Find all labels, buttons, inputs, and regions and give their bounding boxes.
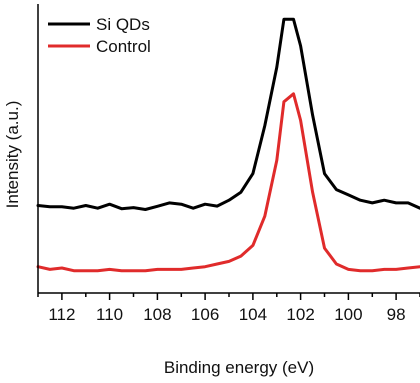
series-layer: [36, 17, 420, 273]
x-axis-title: Binding energy (eV): [164, 358, 314, 377]
legend-label-control: Control: [96, 37, 151, 56]
series-line-si-qds: [36, 17, 420, 211]
x-tick-label: 98: [387, 305, 406, 324]
series-line-control: [36, 92, 420, 273]
y-axis-title: Intensity (a.u.): [3, 101, 22, 209]
axis-layer: 112 110 108 106 104 102 100 98: [37, 4, 420, 324]
x-tick-label: 106: [191, 305, 219, 324]
x-tick-label: 112: [48, 305, 75, 324]
legend-label-si-qds: Si QDs: [96, 15, 150, 34]
x-tick-label: 102: [286, 305, 314, 324]
x-tick-label: 100: [334, 305, 362, 324]
x-tick-label: 108: [143, 305, 171, 324]
x-tick-label: 110: [96, 305, 123, 324]
legend: Si QDs Control: [48, 15, 151, 56]
x-tick-label: 104: [239, 305, 267, 324]
